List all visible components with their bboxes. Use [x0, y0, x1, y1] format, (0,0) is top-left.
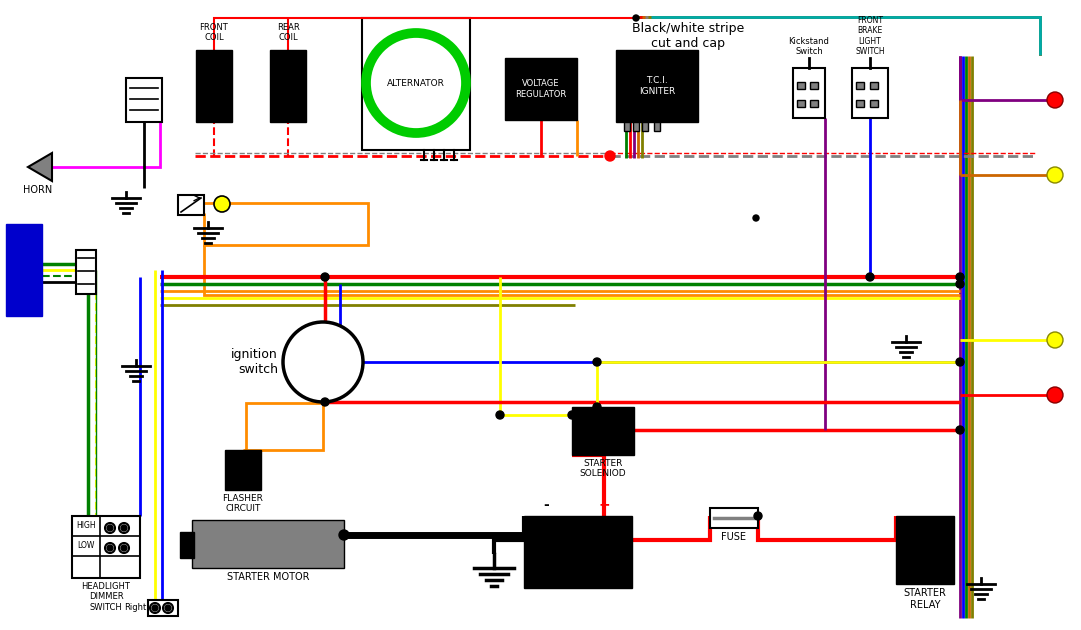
- Text: ignition
switch: ignition switch: [231, 348, 278, 376]
- Bar: [524, 516, 632, 588]
- Circle shape: [956, 426, 964, 434]
- Bar: [633, 122, 639, 131]
- Text: FLASHER
CIRCUIT: FLASHER CIRCUIT: [223, 494, 264, 513]
- Bar: [178, 195, 204, 215]
- Circle shape: [163, 603, 173, 613]
- Polygon shape: [28, 153, 52, 181]
- Bar: [616, 50, 698, 122]
- Text: -: -: [543, 498, 549, 512]
- Text: VOLTAGE
REGULATOR: VOLTAGE REGULATOR: [516, 79, 566, 99]
- Circle shape: [753, 215, 759, 221]
- Circle shape: [366, 33, 466, 133]
- Bar: [797, 100, 805, 107]
- Bar: [505, 58, 577, 120]
- Bar: [856, 100, 864, 107]
- Circle shape: [633, 15, 639, 21]
- Bar: [870, 82, 878, 89]
- Circle shape: [1047, 387, 1063, 403]
- Bar: [810, 82, 818, 89]
- Circle shape: [1047, 92, 1063, 108]
- Circle shape: [150, 603, 160, 613]
- Circle shape: [119, 543, 129, 553]
- Circle shape: [105, 523, 115, 533]
- Bar: [270, 50, 306, 122]
- Text: LOW: LOW: [78, 542, 95, 551]
- Circle shape: [283, 322, 363, 402]
- Text: Right: Right: [123, 604, 146, 612]
- Text: ALTERNATOR: ALTERNATOR: [387, 79, 445, 88]
- Text: HIGH: HIGH: [76, 522, 96, 530]
- Bar: [76, 250, 96, 294]
- Circle shape: [600, 536, 608, 544]
- Bar: [362, 18, 470, 150]
- Text: STARTER
SOLENIOD: STARTER SOLENIOD: [579, 459, 626, 478]
- Circle shape: [755, 512, 762, 520]
- Circle shape: [121, 525, 126, 531]
- Circle shape: [165, 605, 171, 611]
- Circle shape: [1047, 332, 1063, 348]
- Circle shape: [121, 545, 126, 551]
- Text: STARTER MOTOR: STARTER MOTOR: [227, 572, 309, 582]
- Circle shape: [956, 280, 964, 288]
- Circle shape: [214, 196, 230, 212]
- Bar: [192, 520, 344, 568]
- Circle shape: [1047, 167, 1063, 183]
- Circle shape: [956, 358, 964, 366]
- Text: +: +: [598, 498, 610, 512]
- Circle shape: [956, 273, 964, 281]
- Circle shape: [593, 403, 601, 411]
- Bar: [225, 450, 261, 490]
- Circle shape: [866, 273, 875, 281]
- Text: FRONT
BRAKE
LIGHT
SWITCH: FRONT BRAKE LIGHT SWITCH: [855, 16, 885, 56]
- Text: REAR
COIL: REAR COIL: [277, 23, 299, 42]
- Bar: [797, 82, 805, 89]
- Circle shape: [119, 523, 129, 533]
- Bar: [654, 122, 660, 131]
- Bar: [810, 100, 818, 107]
- Bar: [126, 78, 162, 122]
- Bar: [572, 407, 633, 455]
- Text: Kickstand
Switch: Kickstand Switch: [788, 37, 829, 56]
- Bar: [148, 600, 178, 616]
- Bar: [624, 122, 630, 131]
- Circle shape: [321, 273, 329, 281]
- Circle shape: [321, 398, 329, 406]
- Circle shape: [339, 530, 349, 540]
- Bar: [793, 68, 825, 118]
- Text: HORN: HORN: [24, 185, 53, 195]
- Bar: [710, 508, 758, 528]
- Bar: [856, 82, 864, 89]
- Bar: [196, 50, 232, 122]
- Text: FRONT
COIL: FRONT COIL: [200, 23, 228, 42]
- Bar: [72, 516, 141, 578]
- Circle shape: [105, 543, 115, 553]
- Text: HEADLIGHT
DIMMER
SWITCH: HEADLIGHT DIMMER SWITCH: [81, 582, 131, 612]
- Text: FUSE: FUSE: [721, 532, 747, 542]
- Text: STARTER
RELAY: STARTER RELAY: [904, 588, 947, 610]
- Circle shape: [496, 411, 504, 419]
- Circle shape: [593, 358, 601, 366]
- Bar: [896, 516, 955, 584]
- Bar: [852, 68, 888, 118]
- Circle shape: [568, 411, 576, 419]
- Bar: [642, 122, 648, 131]
- Text: T.C.I.
IGNITER: T.C.I. IGNITER: [639, 76, 676, 96]
- Text: Black/white stripe
cut and cap: Black/white stripe cut and cap: [632, 22, 744, 50]
- Circle shape: [107, 525, 114, 531]
- Bar: [870, 100, 878, 107]
- Circle shape: [107, 545, 114, 551]
- Circle shape: [605, 151, 615, 161]
- Bar: [6, 224, 42, 316]
- Bar: [181, 532, 193, 558]
- Circle shape: [152, 605, 158, 611]
